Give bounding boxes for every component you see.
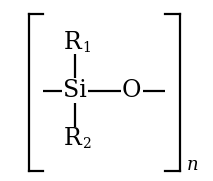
Text: R: R bbox=[64, 31, 82, 54]
Text: 2: 2 bbox=[82, 137, 91, 151]
Text: O: O bbox=[122, 79, 141, 102]
Text: R: R bbox=[64, 127, 82, 150]
Text: Si: Si bbox=[63, 79, 87, 102]
Text: n: n bbox=[187, 156, 199, 174]
Text: 1: 1 bbox=[82, 41, 91, 55]
